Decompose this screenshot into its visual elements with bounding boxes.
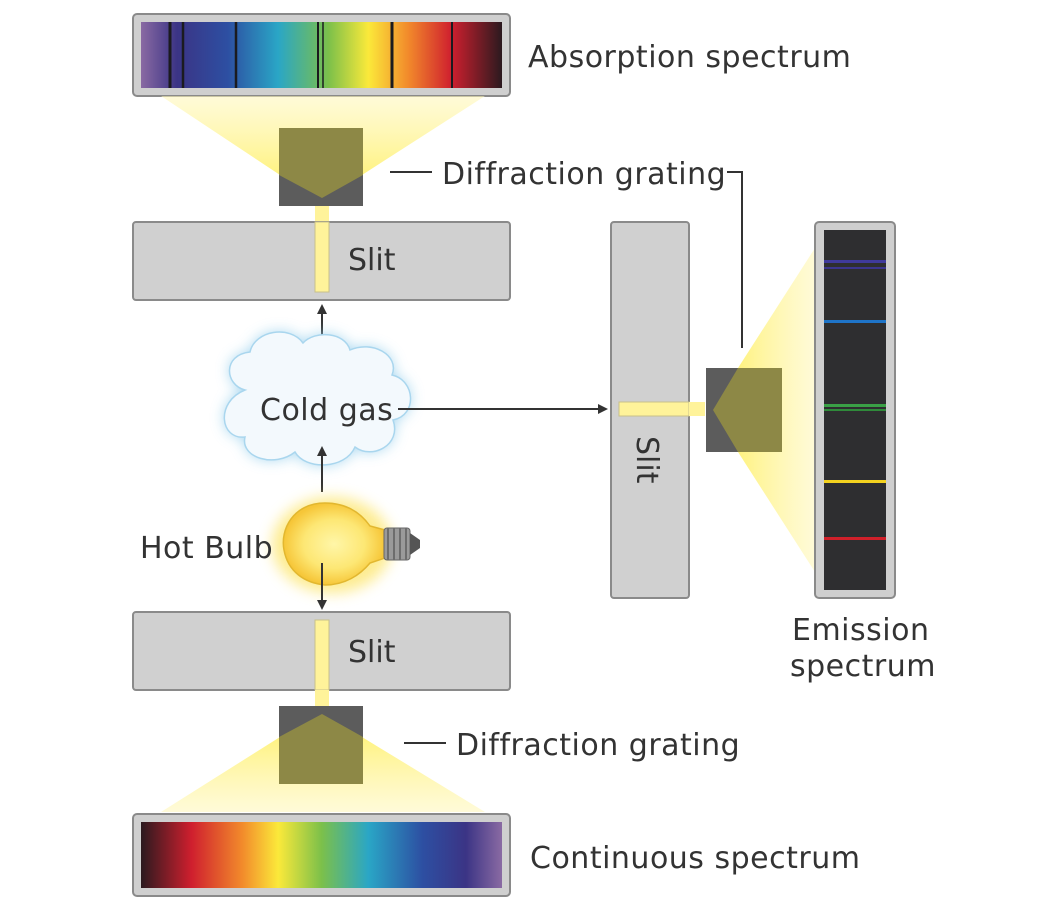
emission-spectrum-panel [814, 221, 896, 599]
emission-line-green [824, 404, 886, 407]
emission-spectrum-label-line1: Emission [792, 613, 929, 648]
emission-line-yellow [824, 480, 886, 483]
slit-side-label: Slit [629, 436, 664, 484]
cold-gas-label: Cold gas [260, 393, 393, 428]
slit-panel-bottom [132, 611, 511, 691]
continuous-spectrum-label: Continuous spectrum [530, 841, 860, 876]
emission-line-green-2 [824, 409, 886, 411]
hot-bulb-label: Hot Bulb [140, 531, 273, 566]
emission-spectrum-label-line2: spectrum [790, 649, 936, 684]
emission-line-violet-2 [824, 267, 886, 269]
beam-slit-to-grating-bottom [315, 690, 329, 706]
absorption-spectrum-label: Absorption spectrum [528, 40, 851, 75]
diffraction-grating-side [706, 368, 782, 452]
hot-bulb [272, 497, 420, 593]
slit-opening-side [618, 401, 690, 417]
diffraction-grating-top-label: Diffraction grating [442, 157, 726, 192]
emission-line-red [824, 537, 886, 540]
slit-panel-side [610, 221, 690, 599]
diffraction-grating-bottom [279, 706, 363, 784]
slit-bottom-label: Slit [348, 635, 396, 670]
beam-slit-to-grating-side [689, 402, 705, 416]
emission-line-blue [824, 320, 886, 323]
grating-side-leader [727, 171, 743, 348]
diffraction-grating-top [279, 128, 363, 206]
absorption-spectrum-strip [141, 22, 502, 88]
slit-opening-top [314, 221, 330, 293]
slit-top-label: Slit [348, 243, 396, 278]
absorption-spectrum-panel [132, 13, 511, 97]
diffraction-grating-bottom-label: Diffraction grating [456, 728, 740, 763]
emission-line-violet [824, 260, 886, 263]
slit-panel-top [132, 221, 511, 301]
bulb-base [383, 527, 420, 561]
absorption-lines [168, 22, 453, 88]
continuous-spectrum-strip [141, 822, 502, 888]
continuous-spectrum-panel [132, 813, 511, 897]
slit-opening-bottom [314, 619, 330, 691]
beam-slit-to-grating-top [315, 206, 329, 222]
